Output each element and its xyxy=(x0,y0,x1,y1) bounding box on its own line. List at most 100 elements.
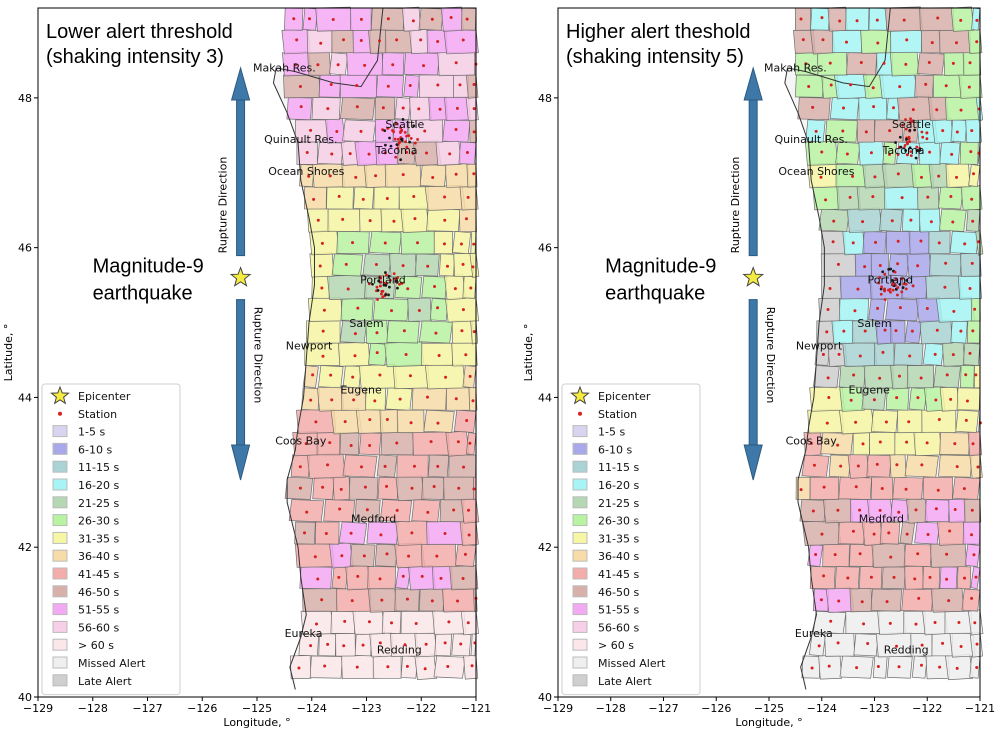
alert-cell xyxy=(400,610,435,634)
station-dot xyxy=(959,108,963,112)
alert-cell xyxy=(908,230,931,255)
legend-swatch xyxy=(572,656,588,669)
station-dot xyxy=(398,283,401,286)
station-dot xyxy=(925,131,929,135)
station-dot xyxy=(838,19,842,23)
station-dot xyxy=(292,17,296,21)
station-dot xyxy=(387,274,391,278)
rupture-direction-south-label: Rupture Direction xyxy=(252,307,265,404)
alert-cell xyxy=(374,97,396,121)
station-dot xyxy=(954,41,958,45)
station-dot xyxy=(367,152,371,156)
station-dot xyxy=(822,485,826,489)
station-dot xyxy=(322,308,326,312)
station-dot xyxy=(425,151,429,155)
station-dot xyxy=(405,664,409,668)
station-dot xyxy=(826,307,830,311)
x-tick-label: −125 xyxy=(754,702,784,715)
station-dot xyxy=(295,38,299,42)
x-tick-label: −121 xyxy=(461,702,491,715)
station-dot xyxy=(916,396,920,400)
station-dot xyxy=(836,443,840,447)
station-dot xyxy=(949,397,953,401)
station-dot xyxy=(386,665,390,669)
alert-cell xyxy=(937,520,966,546)
legend-swatch xyxy=(52,638,68,651)
station-dot xyxy=(890,219,894,223)
alert-cell xyxy=(323,499,356,523)
station-dot xyxy=(371,282,374,286)
alert-cell xyxy=(922,476,953,500)
x-tick-label: −123 xyxy=(351,702,381,715)
station-dot xyxy=(814,553,818,557)
city-label: Eugene xyxy=(849,384,891,397)
station-dot xyxy=(849,83,853,87)
legend-swatch xyxy=(52,549,68,562)
station-dot xyxy=(396,146,400,150)
station-dot xyxy=(878,264,882,268)
legend-label: 1-5 s xyxy=(78,426,105,439)
alert-cell xyxy=(838,408,875,435)
rupture-arrow-south xyxy=(236,299,246,446)
legend-label: 6-10 s xyxy=(78,443,112,456)
station-dot xyxy=(908,146,912,150)
station-dot xyxy=(909,218,913,222)
alert-cell xyxy=(872,655,888,679)
station-dot xyxy=(385,197,389,201)
alert-cell xyxy=(355,408,384,435)
alert-cell xyxy=(914,521,941,545)
station-dot xyxy=(397,141,401,145)
station-dot xyxy=(920,643,924,647)
x-tick-label: −122 xyxy=(406,702,436,715)
station-dot xyxy=(957,620,961,624)
alert-cell xyxy=(311,97,341,121)
station-dot xyxy=(383,241,387,245)
station-dot xyxy=(933,352,937,356)
station-dot xyxy=(376,298,379,301)
station-dot xyxy=(883,298,887,301)
station-dot xyxy=(468,441,472,445)
alert-cell xyxy=(384,341,425,368)
x-tick-label: −122 xyxy=(912,702,942,715)
station-dot xyxy=(328,174,332,178)
station-dot xyxy=(318,264,322,268)
y-tick-label: 46 xyxy=(538,242,552,255)
alert-cell xyxy=(950,119,968,143)
station-dot xyxy=(464,353,468,357)
station-dot xyxy=(878,276,882,279)
station-dot xyxy=(338,507,342,511)
station-dot xyxy=(359,465,363,469)
rupture-arrowhead-north-icon xyxy=(743,66,763,101)
station-dot xyxy=(387,293,390,297)
alert-cell xyxy=(452,74,469,98)
x-tick-label: −128 xyxy=(596,702,626,715)
alert-cell xyxy=(459,208,477,233)
legend-label: Station xyxy=(78,408,117,421)
panel-annotations xyxy=(742,66,765,481)
alert-cell xyxy=(299,164,315,188)
alert-cell xyxy=(434,633,453,657)
legend-swatch xyxy=(572,531,588,544)
station-dot xyxy=(943,285,947,289)
station-dot xyxy=(390,621,394,625)
station-dot xyxy=(935,328,939,332)
station-dot xyxy=(326,107,330,111)
station-dot xyxy=(828,286,832,290)
station-dot xyxy=(972,553,976,557)
station-dot xyxy=(945,577,949,581)
station-dot xyxy=(963,576,967,580)
station-dot xyxy=(410,486,414,490)
station-dot xyxy=(472,242,476,246)
alert-cell xyxy=(924,499,950,523)
legend-label: 11-15 s xyxy=(78,461,119,474)
alert-cell xyxy=(903,543,933,567)
station-dot xyxy=(378,39,382,43)
station-dot xyxy=(351,375,355,379)
alert-cell xyxy=(335,633,356,657)
station-dot xyxy=(968,351,972,355)
station-dot xyxy=(380,292,383,296)
legend-label: 36-40 s xyxy=(78,550,119,563)
alert-cell xyxy=(384,29,413,54)
station-dot xyxy=(831,240,835,244)
legend-box xyxy=(561,383,701,696)
